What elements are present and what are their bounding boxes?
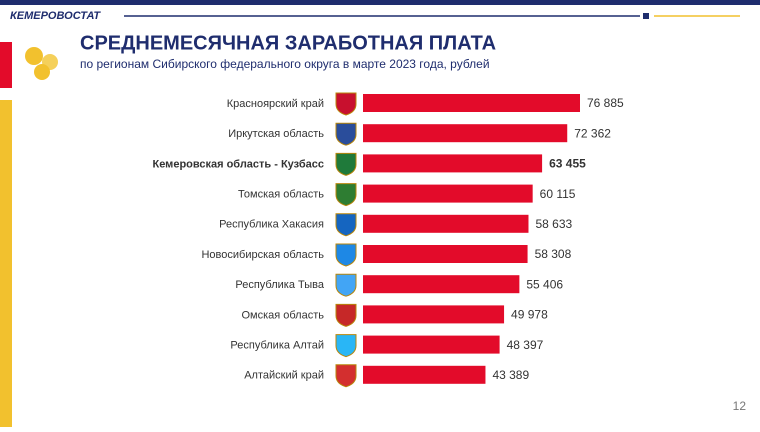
value-label: 58 308 bbox=[535, 247, 572, 261]
chart-title: СРЕДНЕМЕСЯЧНАЯ ЗАРАБОТНАЯ ПЛАТА bbox=[80, 32, 496, 54]
value-label: 43 389 bbox=[492, 368, 529, 382]
emblem bbox=[335, 183, 357, 207]
chart-subtitle: по регионам Сибирского федерального окру… bbox=[80, 57, 490, 71]
category-label: Омская область bbox=[241, 309, 324, 321]
emblem bbox=[335, 92, 357, 116]
emblem bbox=[335, 273, 357, 297]
category-label: Красноярский край bbox=[227, 98, 324, 110]
value-label: 49 978 bbox=[511, 308, 548, 322]
bar bbox=[363, 305, 505, 324]
category-label: Республика Алтай bbox=[230, 340, 324, 352]
emblem bbox=[335, 303, 357, 327]
category-label: Республика Хакасия bbox=[219, 219, 324, 231]
category-label: Республика Тыва bbox=[235, 279, 325, 291]
category-label: Иркутская область bbox=[228, 128, 324, 140]
emblem bbox=[335, 334, 357, 358]
value-label: 76 885 bbox=[587, 96, 624, 110]
emblem bbox=[335, 213, 357, 237]
bar bbox=[363, 94, 580, 112]
bar bbox=[363, 184, 533, 203]
bar bbox=[363, 214, 529, 233]
bar bbox=[363, 154, 543, 173]
side-yellow bbox=[0, 100, 12, 427]
header-square bbox=[643, 13, 649, 19]
top-bar bbox=[0, 0, 760, 5]
value-label: 60 115 bbox=[540, 187, 576, 201]
category-label: Алтайский край bbox=[244, 370, 324, 382]
side-red bbox=[0, 42, 12, 88]
value-label: 58 633 bbox=[535, 217, 572, 231]
value-label: 48 397 bbox=[507, 338, 544, 352]
category-label: Новосибирская область bbox=[201, 249, 324, 261]
bar bbox=[363, 275, 520, 294]
emblem bbox=[335, 243, 357, 267]
category-label: Кемеровская область - Кузбасс bbox=[153, 158, 325, 170]
coins-icon bbox=[25, 47, 58, 80]
emblem bbox=[335, 122, 357, 146]
value-label: 63 455 bbox=[549, 157, 586, 171]
value-label: 72 362 bbox=[574, 126, 611, 140]
bar bbox=[363, 245, 528, 263]
emblem bbox=[335, 152, 357, 176]
bar bbox=[363, 365, 486, 384]
bar bbox=[363, 124, 568, 143]
header: КЕМЕРОВОСТАТ bbox=[10, 10, 101, 22]
bar bbox=[363, 335, 500, 354]
page-number: 12 bbox=[733, 399, 747, 413]
category-label: Томская область bbox=[238, 189, 324, 201]
value-label: 55 406 bbox=[526, 277, 563, 291]
emblem bbox=[335, 364, 357, 388]
